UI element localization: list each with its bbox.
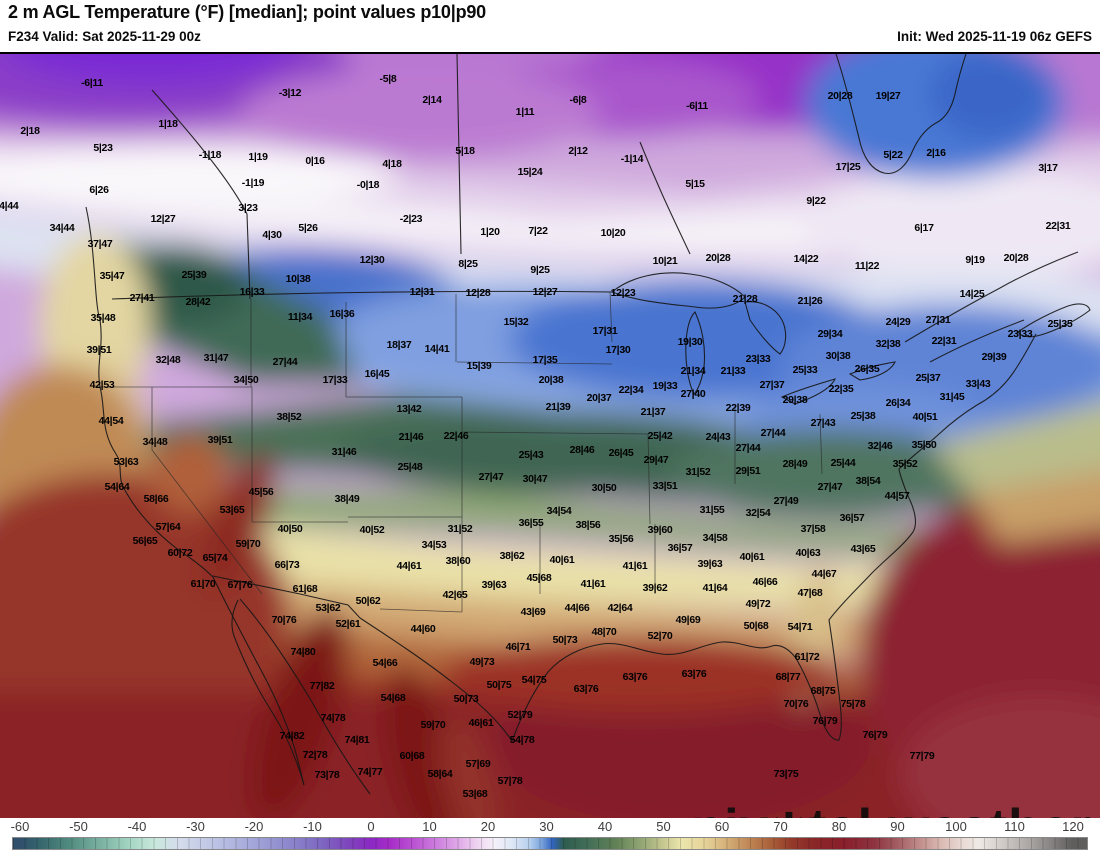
colorbar-tick: 70 xyxy=(773,819,788,834)
colorbar-tick: 120 xyxy=(1062,819,1084,834)
map-canvas: www.pivotalweather.com piv✱tal weather xyxy=(0,52,1100,850)
colorbar-tick: -20 xyxy=(244,819,264,834)
colorbar-tick: 90 xyxy=(890,819,905,834)
colorbar xyxy=(12,837,1088,850)
coastline-borders xyxy=(85,54,1091,795)
colorbar-tick: 100 xyxy=(945,819,967,834)
colorbar-bands xyxy=(13,838,1087,849)
colorbar-tick: 40 xyxy=(597,819,613,834)
state-borders xyxy=(97,291,823,613)
colorbar-tick: -10 xyxy=(303,819,322,834)
temperature-field xyxy=(0,54,1100,820)
valid-time-label: F234 Valid: Sat 2025-11-29 00z xyxy=(8,29,201,44)
colorbar-tick: -50 xyxy=(69,819,88,834)
colorbar-area: -60 -50 -40 -30 -20 -10 0 10 20 30 40 50 60 70 80 90 100… xyxy=(0,818,1100,850)
colorbar-tick: -60 xyxy=(10,819,30,834)
colorbar-tick: 30 xyxy=(539,819,554,834)
colorbar-tick: 0 xyxy=(367,819,375,834)
colorbar-tick: 50 xyxy=(656,819,671,834)
colorbar-tick: 10 xyxy=(422,819,437,834)
page-title: 2 m AGL Temperature (°F) [median]; point… xyxy=(8,2,486,22)
colorbar-tick: -40 xyxy=(127,819,147,834)
init-time-label: Init: Wed 2025-11-19 06z GEFS xyxy=(897,29,1092,44)
map-header: 2 m AGL Temperature (°F) [median]; point… xyxy=(0,0,1100,52)
colorbar-tick: -30 xyxy=(186,819,205,834)
colorbar-tick: 60 xyxy=(714,819,730,834)
colorbar-tick: 110 xyxy=(1004,819,1025,834)
colorbar-tick: 80 xyxy=(831,819,847,834)
colorbar-tick: 20 xyxy=(480,819,496,834)
